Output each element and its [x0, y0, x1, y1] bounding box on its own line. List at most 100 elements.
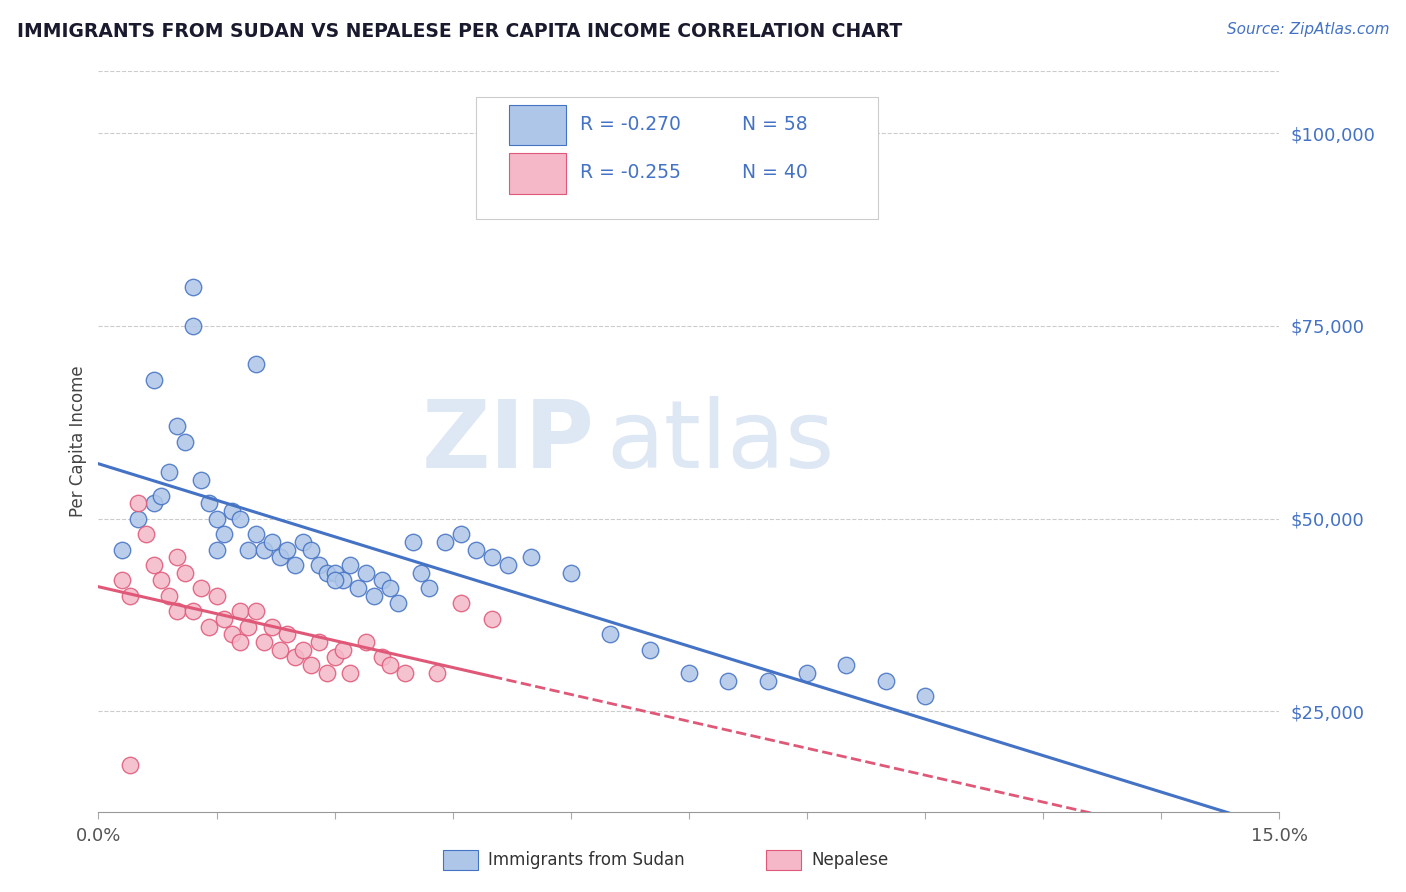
Point: [378, 581, 401, 595]
Point: [253, 635, 276, 649]
Point: [717, 673, 740, 688]
Point: [205, 542, 228, 557]
Point: [118, 758, 141, 772]
Point: [292, 642, 315, 657]
Point: [363, 589, 385, 603]
Bar: [766, 850, 801, 870]
Point: [253, 542, 276, 557]
Point: [157, 466, 180, 480]
Point: [214, 612, 236, 626]
Point: [678, 665, 700, 680]
Point: [245, 604, 267, 618]
Point: [347, 581, 370, 595]
Point: [418, 581, 440, 595]
Y-axis label: Per Capita Income: Per Capita Income: [69, 366, 87, 517]
Point: [166, 419, 188, 434]
Point: [111, 542, 134, 557]
Point: [339, 558, 361, 572]
Point: [339, 665, 361, 680]
Point: [796, 665, 818, 680]
Point: [197, 620, 219, 634]
Text: Nepalese: Nepalese: [811, 851, 889, 869]
Point: [354, 635, 377, 649]
Point: [465, 542, 488, 557]
Point: [127, 496, 149, 510]
Point: [236, 542, 259, 557]
Text: atlas: atlas: [606, 395, 835, 488]
Point: [481, 612, 503, 626]
Text: N = 40: N = 40: [742, 163, 808, 182]
Bar: [509, 104, 567, 145]
Point: [135, 527, 157, 541]
Point: [433, 534, 456, 549]
Point: [315, 665, 337, 680]
Point: [332, 642, 354, 657]
Point: [221, 504, 243, 518]
Point: [276, 542, 298, 557]
Bar: [443, 850, 478, 870]
Point: [236, 620, 259, 634]
Point: [150, 489, 173, 503]
Point: [354, 566, 377, 580]
Point: [181, 280, 204, 294]
Point: [260, 620, 283, 634]
Point: [181, 318, 204, 333]
Text: Source: ZipAtlas.com: Source: ZipAtlas.com: [1226, 22, 1389, 37]
Point: [426, 665, 449, 680]
Point: [190, 581, 212, 595]
Point: [560, 566, 582, 580]
Point: [323, 574, 346, 588]
Point: [299, 658, 322, 673]
Point: [142, 373, 165, 387]
Point: [142, 558, 165, 572]
Point: [260, 534, 283, 549]
Bar: [509, 153, 567, 194]
Point: [150, 574, 173, 588]
Point: [394, 665, 416, 680]
Point: [496, 558, 519, 572]
Point: [229, 511, 252, 525]
Point: [229, 635, 252, 649]
Point: [276, 627, 298, 641]
Point: [197, 496, 219, 510]
Point: [756, 673, 779, 688]
Text: ZIP: ZIP: [422, 395, 595, 488]
Text: R = -0.270: R = -0.270: [581, 115, 681, 134]
Point: [214, 527, 236, 541]
Point: [378, 658, 401, 673]
Text: N = 58: N = 58: [742, 115, 807, 134]
Point: [166, 604, 188, 618]
Point: [205, 511, 228, 525]
Point: [371, 574, 394, 588]
Point: [284, 650, 307, 665]
Point: [269, 642, 291, 657]
Text: IMMIGRANTS FROM SUDAN VS NEPALESE PER CAPITA INCOME CORRELATION CHART: IMMIGRANTS FROM SUDAN VS NEPALESE PER CA…: [17, 22, 903, 41]
Point: [292, 534, 315, 549]
Point: [371, 650, 394, 665]
Point: [118, 589, 141, 603]
Point: [315, 566, 337, 580]
Point: [284, 558, 307, 572]
Point: [308, 558, 330, 572]
Point: [387, 597, 409, 611]
Point: [229, 604, 252, 618]
Point: [450, 597, 472, 611]
Point: [411, 566, 433, 580]
Point: [166, 550, 188, 565]
Point: [205, 589, 228, 603]
Text: Immigrants from Sudan: Immigrants from Sudan: [488, 851, 685, 869]
Point: [599, 627, 621, 641]
Point: [520, 550, 543, 565]
Point: [308, 635, 330, 649]
Point: [245, 358, 267, 372]
Point: [450, 527, 472, 541]
Point: [245, 527, 267, 541]
Point: [221, 627, 243, 641]
Point: [299, 542, 322, 557]
FancyBboxPatch shape: [477, 97, 877, 219]
Point: [269, 550, 291, 565]
Point: [181, 604, 204, 618]
Point: [914, 689, 936, 703]
Point: [142, 496, 165, 510]
Point: [638, 642, 661, 657]
